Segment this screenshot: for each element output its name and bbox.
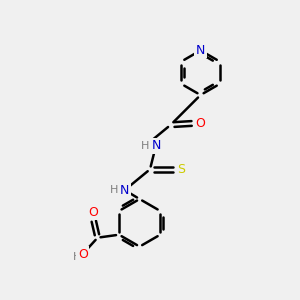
Text: N: N: [151, 139, 160, 152]
Text: S: S: [178, 163, 185, 176]
Text: N: N: [196, 44, 205, 57]
Text: O: O: [78, 248, 88, 260]
Text: N: N: [120, 184, 129, 196]
Text: H: H: [110, 185, 118, 195]
Text: O: O: [88, 206, 98, 219]
Text: H: H: [73, 252, 81, 262]
Text: H: H: [141, 140, 149, 151]
Text: O: O: [196, 117, 206, 130]
